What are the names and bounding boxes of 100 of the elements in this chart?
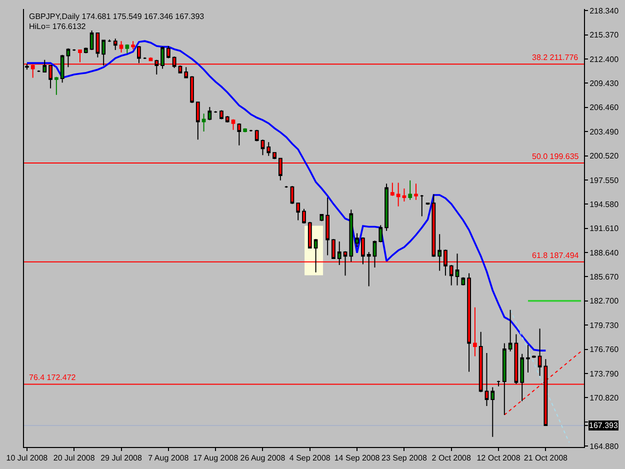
candlestick — [366, 252, 371, 287]
candlestick — [520, 353, 524, 402]
candlestick — [96, 32, 100, 58]
candlestick — [249, 129, 253, 132]
line-series — [510, 309, 570, 444]
candlestick — [190, 76, 194, 104]
y-tick-label: 164.880 — [590, 442, 620, 451]
x-tick-label: 26 Aug 2008 — [240, 454, 286, 463]
y-tick-label: 212.400 — [590, 54, 620, 64]
candlestick — [349, 209, 354, 262]
ref-line-label: 76.4 172.472 — [29, 373, 76, 382]
y-tick-label: 188.640 — [590, 248, 620, 258]
y-tick-label: 179.730 — [590, 320, 620, 330]
x-tick-label: 14 Sep 2008 — [334, 454, 380, 463]
candlestick — [467, 272, 471, 372]
x-tick-label: 23 Sep 2008 — [382, 454, 428, 463]
candlestick — [308, 221, 312, 248]
candlestick — [272, 152, 276, 160]
y-tick-label: 218.340 — [590, 6, 620, 16]
candlestick — [337, 240, 342, 266]
candlestick — [166, 45, 170, 59]
candlestick — [214, 110, 218, 114]
candlestick — [66, 48, 70, 68]
candlestick — [496, 380, 500, 387]
candlestick — [420, 194, 424, 217]
candlestick — [260, 139, 265, 156]
candlestick — [243, 128, 247, 133]
y-tick-label: 176.760 — [590, 345, 620, 354]
y-tick-label: 200.520 — [590, 152, 620, 161]
candlestick — [196, 102, 200, 140]
candlestick — [302, 208, 306, 224]
candlestick — [526, 344, 530, 374]
x-tick-label: 29 Jul 2008 — [100, 454, 142, 463]
candlestick — [131, 40, 135, 50]
candlestick — [231, 118, 236, 130]
candlestick — [72, 48, 76, 52]
candlestick — [60, 54, 64, 84]
ref-line-label: 61.8 187.494 — [532, 251, 580, 260]
y-tick-label: 167.393 — [589, 421, 618, 430]
candlestick — [508, 309, 512, 352]
candlestick — [296, 202, 300, 221]
candlestick — [438, 234, 442, 272]
x-tick-label: 4 Sep 2008 — [289, 454, 331, 463]
candlestick — [90, 30, 94, 51]
y-tick-label: 170.820 — [590, 393, 620, 402]
candlestick — [408, 180, 412, 200]
candlestick — [54, 76, 58, 96]
candlestick — [42, 59, 47, 73]
candlestick — [426, 202, 430, 206]
candlestick — [320, 214, 324, 222]
candlestick — [449, 264, 454, 286]
candlestick — [254, 129, 259, 142]
candlestick — [108, 38, 112, 42]
candlestick — [225, 116, 230, 124]
y-tick-label: 173.790 — [590, 369, 620, 378]
y-tick-label: 209.430 — [590, 78, 620, 88]
y-tick-label: 215.370 — [590, 30, 620, 40]
candlestick — [490, 386, 495, 438]
x-tick-label: 12 Oct 2008 — [476, 454, 521, 463]
y-tick-label: 185.670 — [590, 272, 620, 282]
candlestick — [326, 196, 330, 256]
candlestick — [220, 110, 224, 120]
candlestick — [390, 182, 394, 196]
x-tick-label: 7 Aug 2008 — [148, 454, 190, 463]
y-tick-label: 197.550 — [590, 176, 620, 185]
x-tick-label: 10 Jul 2008 — [6, 454, 48, 463]
candlestick — [402, 188, 406, 202]
candlestick — [36, 70, 41, 73]
candlestick — [184, 66, 188, 78]
candlestick — [284, 186, 288, 188]
candlestick — [314, 238, 318, 273]
x-tick-label: 20 Jul 2008 — [53, 454, 96, 463]
candlestick — [202, 113, 206, 132]
candlestick — [160, 46, 164, 70]
candlestick — [266, 142, 271, 156]
candlestick — [455, 253, 460, 286]
candlestick — [142, 56, 147, 60]
candlestick — [332, 238, 336, 260]
candlestick — [125, 44, 130, 54]
candlestick — [473, 306, 477, 357]
candlestick — [355, 232, 359, 248]
candlestick — [113, 38, 118, 51]
candlestick — [396, 182, 400, 207]
y-tick-label: 182.700 — [590, 296, 620, 306]
candlestick — [414, 183, 418, 200]
text: HiLo= 176.6132 — [29, 22, 86, 31]
candlestick — [119, 40, 124, 53]
candlestick — [384, 183, 388, 232]
y-tick-label: 191.610 — [590, 224, 620, 234]
candlestick — [372, 240, 377, 268]
candlestick — [461, 276, 466, 286]
x-tick-label: 17 Aug 2008 — [193, 454, 239, 463]
x-tick-label: 21 Oct 2008 — [524, 454, 568, 463]
candlestick — [538, 328, 542, 376]
candlestick — [378, 224, 383, 243]
candlestick — [84, 47, 88, 54]
candlestick — [102, 40, 106, 66]
x-tick-label: 2 Oct 2008 — [432, 454, 472, 463]
y-tick-label: 203.490 — [590, 127, 620, 136]
ref-line-label: 38.2 211.776 — [532, 53, 579, 62]
